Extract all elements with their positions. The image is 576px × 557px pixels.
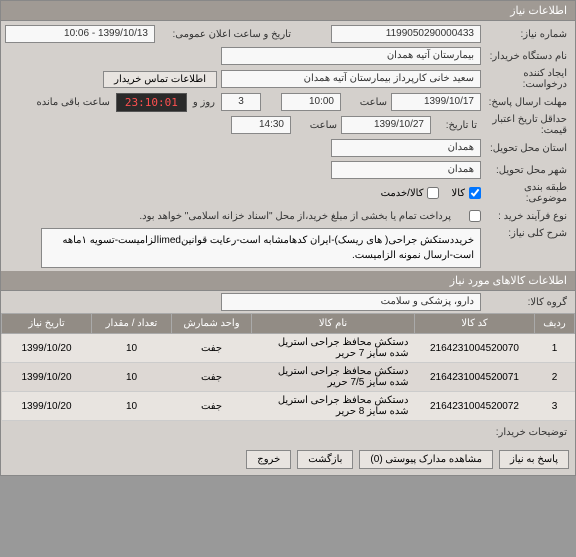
label-creator: ایجاد کننده درخواست: (481, 68, 571, 90)
checkbox-service-input[interactable] (427, 187, 439, 199)
cell-n: 1 (535, 334, 575, 363)
field-days-left: 3 (221, 93, 261, 111)
checkbox-service[interactable]: کالا/خدمت (381, 187, 440, 199)
footer-buttons: پاسخ به نیاز مشاهده مدارک پیوستی (0) باز… (1, 444, 575, 475)
th-unit: واحد شمارش (172, 314, 252, 334)
th-row: ردیف (535, 314, 575, 334)
cell-qty: 10 (92, 363, 172, 392)
cell-unit: جفت (172, 392, 252, 421)
field-general-desc: خریددستکش جراحی( های ریسک)-ایران کدهامشا… (41, 228, 481, 268)
reply-button[interactable]: پاسخ به نیاز (499, 450, 569, 469)
label-buyer-notes: توضیحات خریدار: (481, 427, 571, 438)
field-reply-time: 10:00 (281, 93, 341, 111)
field-reply-date: 1399/10/17 (391, 93, 481, 111)
cell-name: دستکش محافظ جراحی استریل شده سایز 7 حریر (252, 334, 415, 363)
table-row[interactable]: 12164231004520070دستکش محافظ جراحی استری… (2, 334, 575, 363)
goods-table: ردیف کد کالا نام کالا واحد شمارش تعداد /… (1, 313, 575, 421)
cell-n: 2 (535, 363, 575, 392)
label-purchase-type: نوع فرآیند خرید : (481, 211, 571, 222)
checkbox-goods[interactable]: کالا (451, 187, 481, 199)
cell-date: 1399/10/20 (2, 334, 92, 363)
cell-code: 2164231004520072 (415, 392, 535, 421)
label-city: شهر محل تحویل: (481, 165, 571, 176)
need-info-panel: اطلاعات نیاز شماره نیاز: 119905029000043… (0, 0, 576, 476)
table-row[interactable]: 22164231004520071دستکش محافظ جراحی استری… (2, 363, 575, 392)
field-announce-dt: 1399/10/13 - 10:06 (5, 25, 155, 43)
cell-unit: جفت (172, 334, 252, 363)
attachments-button[interactable]: مشاهده مدارک پیوستی (0) (359, 450, 493, 469)
checkbox-goods-input[interactable] (469, 187, 481, 199)
label-hour2: ساعت (291, 120, 341, 131)
cell-n: 3 (535, 392, 575, 421)
section-info-header: اطلاعات نیاز (1, 1, 575, 21)
th-name: نام کالا (252, 314, 415, 334)
label-to-date: تا تاریخ: (431, 120, 481, 131)
table-row[interactable]: 32164231004520072دستکش محافظ جراحی استری… (2, 392, 575, 421)
checkbox-service-label: کالا/خدمت (381, 188, 424, 199)
th-code: کد کالا (415, 314, 535, 334)
back-button[interactable]: بازگشت (297, 450, 353, 469)
checkbox-payment[interactable] (469, 210, 481, 222)
cell-name: دستکش محافظ جراحی استریل شده سایز 8 حریر (252, 392, 415, 421)
label-announce-dt: تاریخ و ساعت اعلان عمومی: (155, 29, 295, 40)
th-qty: تعداد / مقدار (92, 314, 172, 334)
label-subject-class: طبقه بندی موضوعی: (481, 182, 571, 204)
field-need-no: 1199050290000433 (331, 25, 481, 43)
form-area: شماره نیاز: 1199050290000433 تاریخ و ساع… (1, 21, 575, 271)
field-goods-group: دارو، پزشکی و سلامت (221, 293, 481, 311)
cell-qty: 10 (92, 334, 172, 363)
cell-unit: جفت (172, 363, 252, 392)
label-reply-deadline: مهلت ارسال پاسخ: (481, 97, 571, 108)
cell-code: 2164231004520071 (415, 363, 535, 392)
section-goods-header: اطلاعات کالاهای مورد نیاز (1, 271, 575, 291)
label-need-no: شماره نیاز: (481, 29, 571, 40)
cell-qty: 10 (92, 392, 172, 421)
label-day-and: روز و (187, 97, 221, 108)
label-general-desc: شرح کلی نیاز: (481, 228, 571, 239)
countdown-timer: 23:10:01 (116, 93, 187, 112)
buyer-contact-button[interactable]: اطلاعات تماس خریدار (103, 71, 217, 88)
field-buyer-org: بیمارستان آتیه همدان (221, 47, 481, 65)
exit-button[interactable]: خروج (246, 450, 291, 469)
th-date: تاریخ نیاز (2, 314, 92, 334)
cell-date: 1399/10/20 (2, 363, 92, 392)
cell-code: 2164231004520070 (415, 334, 535, 363)
label-price-valid: حداقل تاریخ اعتبار قیمت: (481, 114, 571, 136)
field-valid-date: 1399/10/27 (341, 116, 431, 134)
checkbox-goods-label: کالا (451, 188, 465, 199)
label-remaining: ساعت باقی مانده (31, 97, 116, 108)
field-city: همدان (331, 161, 481, 179)
field-creator: سعید خانی کارپرداز بیمارستان آتیه همدان (221, 70, 481, 88)
cell-date: 1399/10/20 (2, 392, 92, 421)
checkbox-payment-input[interactable] (469, 210, 481, 222)
field-valid-time: 14:30 (231, 116, 291, 134)
cell-name: دستکش محافظ جراحی استریل شده سایز 7/5 حر… (252, 363, 415, 392)
label-buyer-org: نام دستگاه خریدار: (481, 51, 571, 62)
payment-note: پرداخت تمام یا بخشی از مبلغ خرید،از محل … (133, 211, 457, 222)
label-goods-group: گروه کالا: (481, 297, 571, 308)
label-hour1: ساعت (341, 97, 391, 108)
field-province: همدان (331, 139, 481, 157)
label-province: استان محل تحویل: (481, 143, 571, 154)
